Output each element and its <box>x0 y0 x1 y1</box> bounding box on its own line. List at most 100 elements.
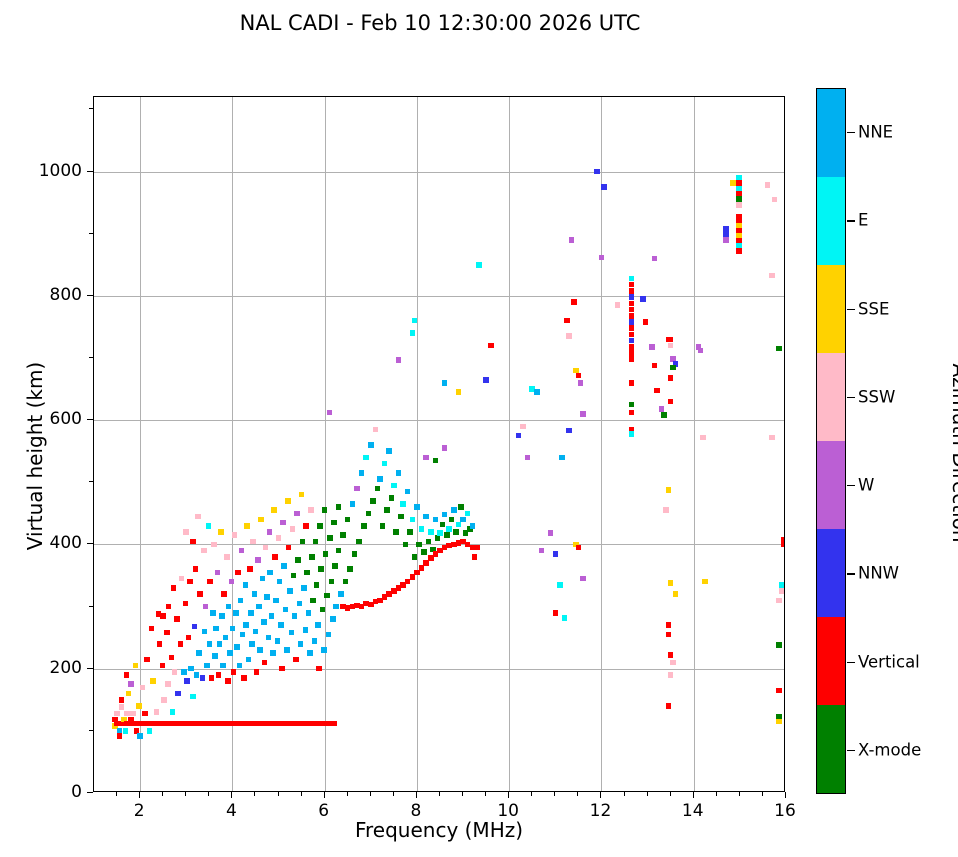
data-point <box>274 637 281 644</box>
data-point <box>197 591 203 597</box>
data-point <box>319 606 326 613</box>
colorbar-segment-w <box>817 441 845 529</box>
data-point <box>386 591 393 597</box>
data-point <box>288 629 295 636</box>
data-point <box>667 336 674 343</box>
data-point <box>308 507 314 514</box>
x-tick-minor <box>162 792 164 796</box>
data-point <box>185 720 192 727</box>
data-point <box>351 550 358 557</box>
data-point <box>736 202 742 208</box>
x-tick-label: 10 <box>497 801 520 821</box>
data-point <box>437 547 443 554</box>
gridline-horizontal <box>94 420 784 422</box>
data-point <box>374 485 381 492</box>
data-point <box>128 716 134 723</box>
data-point <box>326 720 333 727</box>
data-point <box>201 628 208 635</box>
data-point <box>333 603 339 610</box>
colorbar-segment-x-mode <box>817 705 845 793</box>
data-point <box>628 325 635 331</box>
data-point <box>218 720 224 727</box>
data-point <box>665 703 672 709</box>
plot-area <box>93 96 785 792</box>
data-point <box>261 720 268 727</box>
data-point <box>233 609 239 616</box>
x-tick-label: 14 <box>681 801 704 821</box>
data-point <box>165 603 172 610</box>
data-point <box>205 522 212 529</box>
data-point <box>736 186 742 192</box>
data-point <box>414 569 420 576</box>
gridline-horizontal <box>94 544 784 546</box>
data-point <box>455 521 462 528</box>
data-point <box>133 728 140 734</box>
data-point <box>778 582 784 588</box>
x-tick-major <box>600 792 602 798</box>
data-point <box>272 554 278 560</box>
data-point <box>665 622 672 628</box>
x-tick-major <box>231 792 233 798</box>
data-point <box>667 652 674 658</box>
data-point <box>344 516 351 523</box>
data-point <box>289 526 296 532</box>
data-point <box>455 540 462 546</box>
data-point <box>227 650 233 656</box>
gridline-vertical <box>601 97 603 791</box>
gridline-vertical <box>693 97 695 791</box>
data-point <box>202 603 209 610</box>
x-axis-title: Frequency (MHz) <box>354 818 524 842</box>
x-tick-major <box>508 792 510 798</box>
colorbar-segment-e <box>817 177 845 265</box>
data-point <box>280 519 286 526</box>
data-point <box>695 344 702 350</box>
data-point <box>239 631 246 638</box>
y-tick-label: 600 <box>49 409 82 430</box>
data-point <box>160 613 166 619</box>
data-point <box>441 544 448 551</box>
data-point <box>723 237 729 243</box>
data-point <box>381 594 388 601</box>
data-point <box>391 482 397 489</box>
data-point <box>247 566 253 573</box>
data-point <box>308 720 314 727</box>
y-tick-label: 400 <box>49 533 82 554</box>
colorbar-label-sse: SSE <box>858 299 890 319</box>
x-tick-label: 16 <box>774 801 796 821</box>
data-point <box>295 557 301 563</box>
data-point <box>437 530 443 537</box>
data-point <box>206 720 213 727</box>
data-point <box>278 622 284 628</box>
data-point <box>273 597 279 604</box>
data-point <box>723 232 729 238</box>
data-point <box>342 578 349 585</box>
y-tick-major <box>87 543 93 545</box>
data-point <box>594 168 600 175</box>
data-point <box>428 555 434 561</box>
data-point <box>451 507 457 514</box>
data-point <box>409 573 416 580</box>
data-point <box>125 690 132 697</box>
data-point <box>462 530 469 537</box>
data-point <box>368 601 374 608</box>
data-point <box>325 631 332 638</box>
data-point <box>434 535 441 541</box>
data-point <box>114 720 120 727</box>
gridline-vertical <box>232 97 234 791</box>
colorbar-label-nnw: NNW <box>858 563 900 583</box>
data-point <box>322 550 329 557</box>
data-point <box>146 728 153 734</box>
data-point <box>132 662 139 669</box>
data-point <box>665 631 672 638</box>
data-point <box>153 709 160 715</box>
data-point <box>524 454 531 461</box>
data-point <box>640 296 646 302</box>
data-point <box>628 337 635 344</box>
data-point <box>137 720 143 727</box>
data-point <box>439 521 446 528</box>
data-point <box>243 720 249 727</box>
data-point <box>174 616 180 622</box>
gridline-horizontal <box>94 668 784 670</box>
x-tick-minor <box>669 792 671 796</box>
data-point <box>293 656 299 663</box>
